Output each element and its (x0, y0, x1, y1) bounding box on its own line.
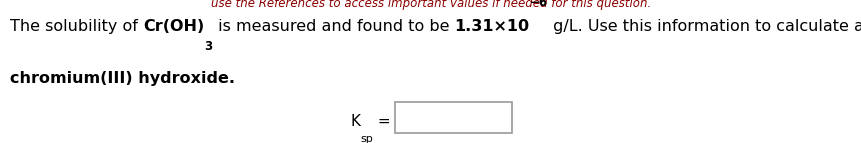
Text: The solubility of: The solubility of (10, 19, 143, 34)
Text: 1.31×10: 1.31×10 (454, 19, 529, 34)
Text: chromium(III) hydroxide.: chromium(III) hydroxide. (10, 71, 235, 86)
Text: sp: sp (360, 134, 373, 143)
Text: Cr(OH): Cr(OH) (143, 19, 204, 34)
Text: is measured and found to be: is measured and found to be (213, 19, 454, 34)
Text: −6: −6 (529, 0, 547, 9)
Text: use the References to access important values if needed for this question.: use the References to access important v… (211, 0, 650, 10)
Bar (395, 102, 511, 133)
Text: 3: 3 (204, 40, 213, 53)
Text: =: = (373, 114, 395, 129)
Text: K: K (350, 114, 360, 129)
Text: g/L. Use this information to calculate a K: g/L. Use this information to calculate a… (547, 19, 861, 34)
